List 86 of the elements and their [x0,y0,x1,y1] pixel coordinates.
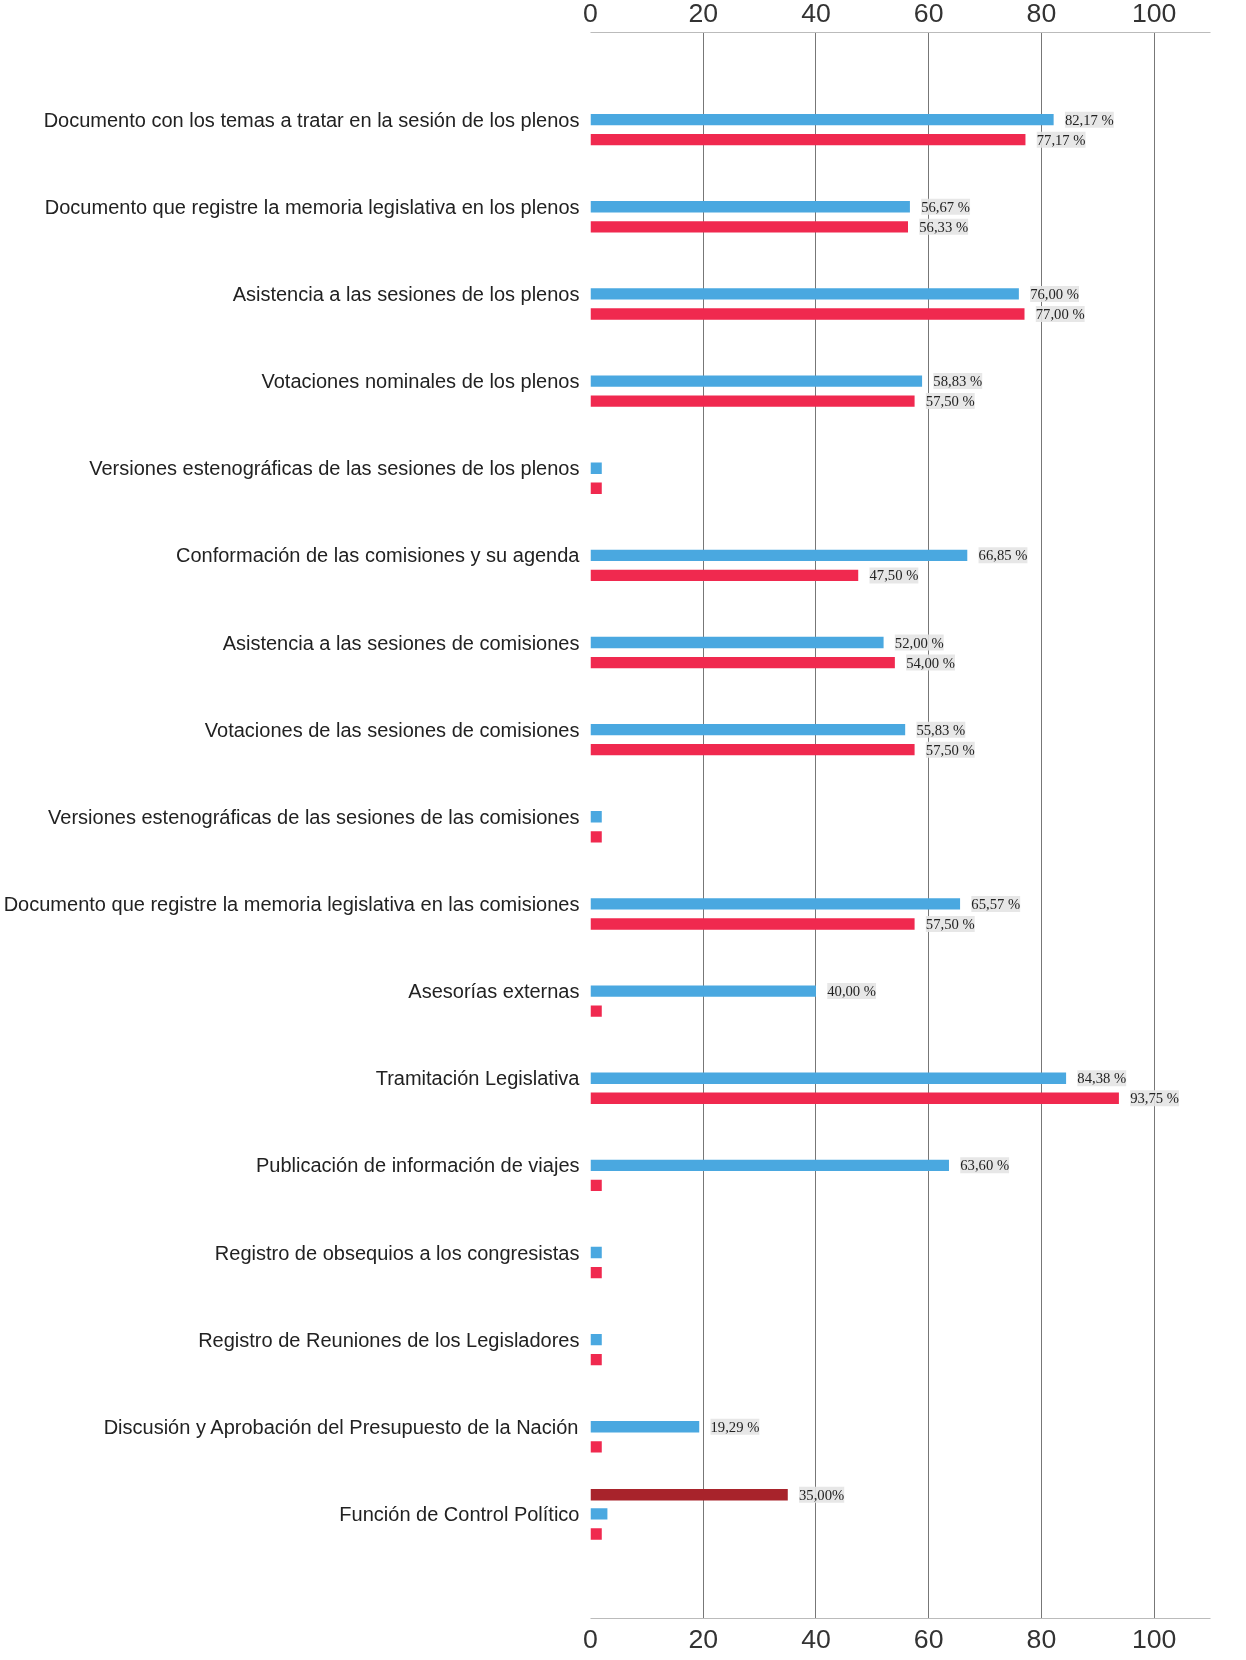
y-tick-label: Versiones estenográficas de las sesiones de los plenos [89,457,580,480]
y-tick-label: Votaciones de las sesiones de comisiones [204,718,580,741]
y-tick-label: Documento que registre la memoria legislativa en las comisiones [3,892,580,915]
x2-tick-label: 100 [1131,1623,1177,1654]
bar [590,636,884,649]
x-tick-label: 0 [583,0,598,28]
data-label: 52,00 % [894,634,944,651]
y-tick-label: Versiones estenográficas de las sesiones de las comisiones [48,805,580,828]
bar [590,1354,602,1366]
bar [590,482,602,494]
y-tick-label: Registro de obsequios a los congresistas [214,1241,580,1264]
x2-tick-label: 0 [583,1623,598,1654]
x2-tick-label: 40 [801,1623,831,1654]
bar [590,462,602,474]
data-label: 47,50 % [869,567,919,584]
data-label: 56,33 % [919,218,969,235]
bar [590,1266,602,1279]
bar [590,656,895,669]
data-label: 84,38 % [1077,1070,1127,1087]
bar [590,744,915,756]
data-label: 77,00 % [1035,305,1085,322]
data-label: 93,75 % [1130,1090,1180,1107]
x-tick-label: 80 [1026,0,1057,28]
data-label: 82,17 % [1064,111,1114,128]
data-label: 63,60 % [960,1157,1010,1174]
bar [590,1489,788,1501]
y-tick-label: Tramitación Legislativa [375,1067,581,1090]
bar [590,898,961,910]
bar [590,723,906,736]
y-tick-label: Documento con los temas a tratar en la sesión de los plenos [43,108,580,131]
x-tick-label: 100 [1131,0,1177,28]
data-label: 65,57 % [971,895,1021,912]
bar [590,1092,1119,1104]
y-tick-label: Asistencia a las sesiones de comisiones [222,631,580,654]
x-tick-label: 20 [688,0,719,28]
data-label: 40,00 % [827,983,877,1000]
data-label: 56,67 % [921,198,971,215]
bar [590,1005,602,1017]
bar [590,1421,700,1433]
bar [590,134,1026,146]
bar [590,308,1025,320]
y-tick-label: Documento que registre la memoria legislativa en los plenos [44,195,580,218]
y-tick-label: Publicación de información de viajes [255,1154,580,1177]
x2-tick-label: 20 [688,1623,719,1654]
data-label: 77,17 % [1036,131,1086,148]
y-tick-label: Discusión y Aprobación del Presupuesto de la Nación [103,1415,579,1438]
y-tick-label: Asesorías externas [408,980,580,1003]
y-tick-label: Asistencia a las sesiones de los plenos [232,282,580,305]
bar [590,113,1054,126]
bar [590,985,816,997]
data-label: 66,85 % [978,547,1028,564]
data-label: 19,29 % [710,1418,760,1435]
bar [590,1179,602,1192]
y-tick-label: Registro de Reuniones de los Legisladores [198,1328,580,1351]
bar [590,375,923,387]
data-label: 35,00% [799,1486,845,1503]
data-label: 58,83 % [933,373,983,390]
x-tick-label: 60 [913,0,944,28]
x2-tick-label: 80 [1026,1623,1057,1654]
data-label: 57,50 % [925,915,975,932]
bar [590,549,968,562]
bar [590,831,602,843]
y-tick-label: Votaciones nominales de los plenos [261,370,580,393]
bar [590,811,602,823]
bar [590,1072,1067,1084]
bar [590,918,915,930]
x2-tick-label: 60 [913,1623,944,1654]
x-tick-label: 40 [801,0,831,28]
bar [590,1246,602,1259]
bar [590,395,915,407]
bar [590,288,1019,300]
data-label: 57,50 % [925,393,975,410]
bar [590,1159,949,1172]
data-label: 54,00 % [906,654,955,671]
bar [590,1508,608,1520]
bar [590,221,908,233]
y-tick-label: Conformación de las comisiones y su agenda [175,544,581,567]
data-label: 76,00 % [1030,285,1079,302]
data-label: 57,50 % [925,741,975,758]
bar [590,569,859,582]
bar [590,1441,602,1453]
data-label: 55,83 % [916,721,966,738]
bar [590,201,910,213]
y-tick-label: Función de Control Político [339,1502,580,1525]
bar [590,1528,602,1540]
bar [590,1333,602,1346]
